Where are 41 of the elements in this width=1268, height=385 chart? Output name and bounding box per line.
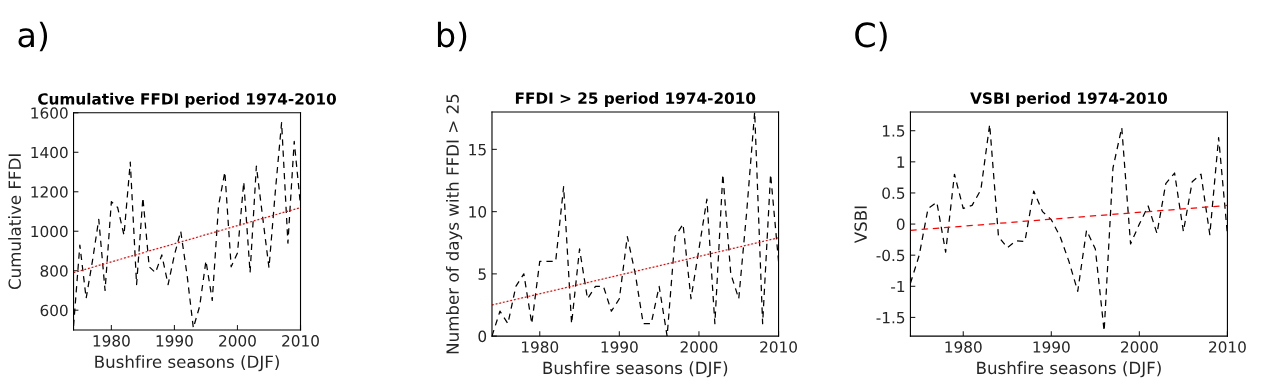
text: b) bbox=[437, 21, 467, 52]
x-tick-label: 2000 bbox=[219, 335, 256, 347]
y-tick-label: 1400 bbox=[31, 146, 68, 159]
x-tick-label: 2000 bbox=[680, 341, 718, 353]
x-axis-title: Bushfire seasons (DJF) bbox=[543, 361, 728, 378]
x-tick-label: 1990 bbox=[156, 335, 193, 347]
y-axis-title: Cumulative FFDI bbox=[8, 154, 22, 290]
y-tick-label: 10 bbox=[469, 206, 487, 218]
text: C) bbox=[855, 21, 887, 52]
chart-title: FFDI > 25 period 1974-2010 bbox=[515, 92, 756, 107]
x-tick-label: 2000 bbox=[1121, 341, 1158, 353]
y-tick-label: 0.5 bbox=[882, 187, 905, 199]
x-axis-title: Bushfire seasons (DJF) bbox=[95, 355, 279, 372]
y-tick-label: -1 bbox=[891, 280, 905, 293]
x-tick-label: 2010 bbox=[1209, 341, 1246, 353]
y-tick-label: 1200 bbox=[31, 186, 68, 198]
y-tick-label: 600 bbox=[40, 304, 68, 317]
x-tick-label: 1980 bbox=[93, 335, 130, 347]
y-tick-label: 0 bbox=[896, 218, 905, 231]
x-tick-label: 1980 bbox=[521, 341, 559, 353]
y-tick-label: 1 bbox=[897, 156, 905, 168]
y-axis-title: VSBI bbox=[854, 206, 867, 244]
y-tick-label: 15 bbox=[469, 144, 486, 156]
y-axis-title: Number of days with FFDI > 25 bbox=[446, 94, 463, 354]
y-tick-label: 1.5 bbox=[882, 125, 905, 137]
x-tick-label: 2010 bbox=[282, 335, 319, 347]
x-tick-label: 1980 bbox=[945, 341, 982, 353]
y-tick-label: 1600 bbox=[31, 107, 68, 119]
y-tick-label: -0.5 bbox=[876, 249, 905, 262]
y-tick-label: 0 bbox=[478, 330, 487, 343]
y-tick-label: 5 bbox=[478, 268, 486, 280]
y-tick-label: -1.5 bbox=[876, 312, 905, 324]
x-tick-label: 1990 bbox=[601, 341, 638, 353]
x-tick-label: 1990 bbox=[1033, 341, 1070, 353]
y-tick-label: 1000 bbox=[31, 225, 68, 238]
chart-title: Cumulative FFDI period 1974-2010 bbox=[38, 92, 336, 108]
x-axis-title: Bushfire seasons (DJF) bbox=[977, 361, 1161, 378]
x-tick-label: 2010 bbox=[760, 341, 797, 353]
text: a) bbox=[18, 21, 48, 52]
chart-title: VSBI period 1974-2010 bbox=[970, 92, 1168, 107]
y-tick-label: 800 bbox=[40, 265, 68, 277]
